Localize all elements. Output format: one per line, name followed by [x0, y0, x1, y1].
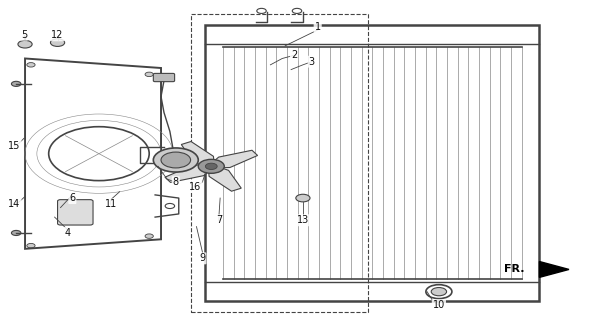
- Polygon shape: [208, 165, 241, 191]
- Text: 16: 16: [189, 182, 201, 192]
- Circle shape: [27, 244, 35, 248]
- Circle shape: [296, 194, 310, 202]
- Text: 13: 13: [297, 215, 309, 225]
- Text: 14: 14: [8, 199, 21, 209]
- Circle shape: [145, 72, 153, 76]
- Text: 2: 2: [291, 50, 297, 60]
- Text: 11: 11: [105, 199, 117, 209]
- Circle shape: [11, 230, 21, 236]
- Circle shape: [153, 148, 198, 172]
- Polygon shape: [165, 165, 213, 182]
- Text: 5: 5: [21, 30, 27, 40]
- Text: 12: 12: [51, 30, 64, 40]
- Circle shape: [161, 152, 191, 168]
- Polygon shape: [181, 141, 214, 167]
- Polygon shape: [539, 261, 569, 277]
- Text: 10: 10: [433, 300, 445, 310]
- Circle shape: [27, 63, 35, 67]
- Text: 1: 1: [315, 22, 321, 32]
- Text: 4: 4: [65, 228, 71, 238]
- Text: 3: 3: [309, 57, 315, 67]
- FancyBboxPatch shape: [58, 200, 93, 225]
- Text: FR.: FR.: [504, 264, 525, 275]
- Text: 6: 6: [69, 193, 75, 203]
- Polygon shape: [210, 150, 258, 168]
- Circle shape: [431, 288, 447, 296]
- Circle shape: [198, 159, 225, 173]
- Circle shape: [11, 81, 21, 86]
- Text: 8: 8: [173, 177, 179, 187]
- Text: 9: 9: [200, 253, 206, 263]
- Text: 7: 7: [216, 215, 222, 225]
- Circle shape: [18, 40, 32, 48]
- FancyBboxPatch shape: [153, 73, 175, 82]
- Circle shape: [206, 163, 217, 170]
- Circle shape: [145, 234, 153, 238]
- Text: 15: 15: [8, 141, 21, 151]
- Circle shape: [50, 39, 65, 46]
